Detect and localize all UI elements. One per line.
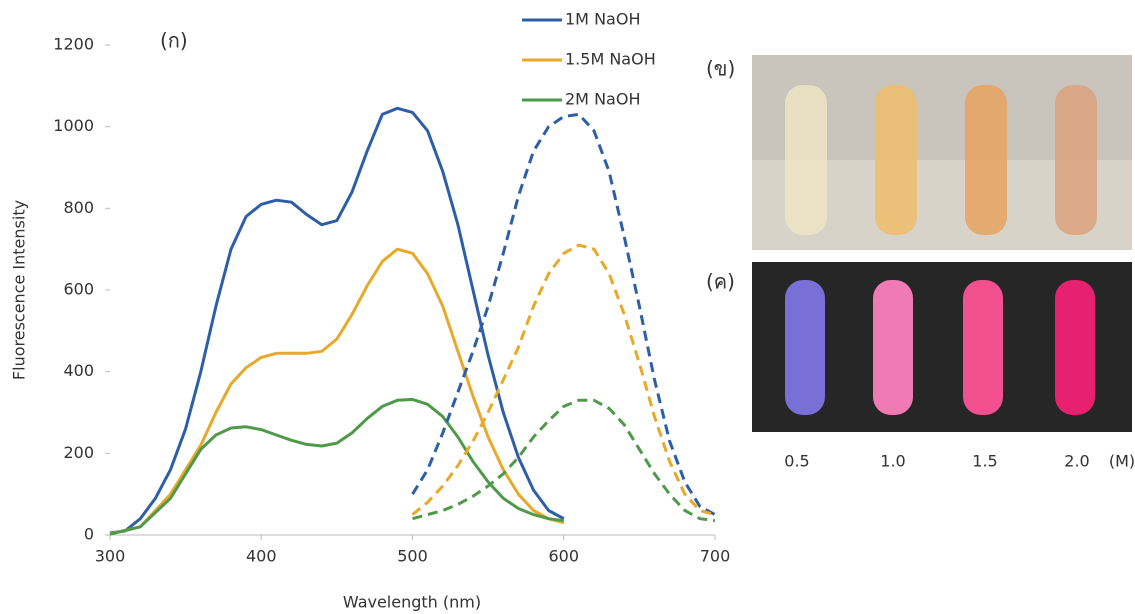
concentration-label: 1.5 xyxy=(972,452,997,471)
line-series xyxy=(413,114,716,514)
y-tick-label: 0 xyxy=(84,525,94,544)
y-tick-label: 1200 xyxy=(53,35,94,54)
line-series xyxy=(110,399,564,534)
panel-label: (ข) xyxy=(706,57,735,81)
concentration-label: 1.0 xyxy=(880,452,905,471)
unit-label: (M) xyxy=(1109,452,1135,471)
y-tick-label: 200 xyxy=(63,443,94,462)
legend-label: 2M NaOH xyxy=(565,90,640,109)
line-series xyxy=(413,245,716,514)
concentration-label: 0.5 xyxy=(784,452,809,471)
panel-label: (ก) xyxy=(160,29,188,53)
x-tick-label: 700 xyxy=(700,547,731,566)
daylight-photo xyxy=(752,55,1132,250)
uv-photo xyxy=(752,262,1132,432)
figure: (ข) (ค) (ก) Wavelength (nm) Fluorescence… xyxy=(0,0,1135,614)
panel-label: (ค) xyxy=(706,270,735,294)
legend-label: 1M NaOH xyxy=(565,10,640,29)
y-tick-label: 800 xyxy=(63,198,94,217)
y-tick-label: 600 xyxy=(63,280,94,299)
x-tick-label: 500 xyxy=(397,547,428,566)
y-tick-label: 400 xyxy=(63,361,94,380)
legend-label: 1.5M NaOH xyxy=(565,50,656,69)
x-tick-label: 300 xyxy=(95,547,126,566)
concentration-label: 2.0 xyxy=(1064,452,1089,471)
y-tick-label: 1000 xyxy=(53,116,94,135)
line-series xyxy=(110,108,564,533)
x-axis-title: Wavelength (nm) xyxy=(343,593,481,612)
x-tick-label: 400 xyxy=(246,547,277,566)
x-tick-label: 600 xyxy=(548,547,579,566)
y-axis-title: Fluorescence Intensity xyxy=(10,200,29,380)
